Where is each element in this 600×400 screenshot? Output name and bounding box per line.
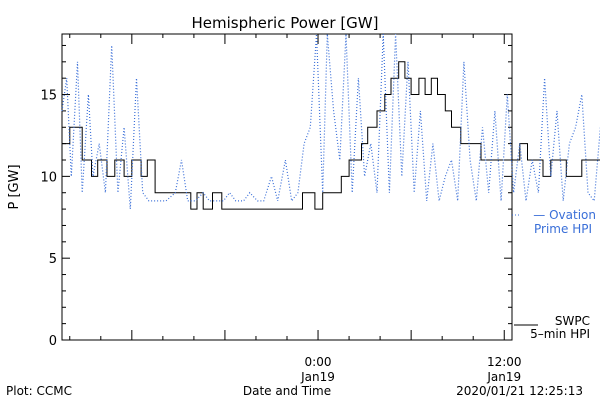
y-tick-label: 5 — [49, 252, 57, 267]
x-axis: 0:00Jan1912:00Jan190:00Jan2012:00Jan200:… — [69, 34, 522, 384]
y-axis-label: P [GW] — [7, 164, 22, 209]
legend: — Ovation Prime HPI SWPC 5–min HPI — [514, 208, 596, 341]
x-tick-label: 0:00 — [305, 355, 332, 369]
x-tick-label: 12:00 — [487, 355, 522, 369]
legend-ovation-line1: — Ovation — [533, 208, 596, 222]
x-axis-label: Date and Time — [243, 384, 331, 398]
series-group — [61, 33, 600, 210]
y-tick-label: 10 — [40, 170, 57, 185]
y-tick-label: 0 — [49, 334, 57, 349]
y-tick-label: 15 — [40, 89, 57, 104]
y-axis: 0 5 10 15 — [40, 44, 512, 349]
swpc-series-line — [62, 61, 600, 210]
plot-area: 0 5 10 15 0:00Jan1912:00Jan190:00Jan2012:00… — [40, 33, 600, 384]
ovation-prime-series-line — [61, 33, 600, 210]
footer-timestamp: 2020/01/21 12:25:13 — [456, 384, 583, 398]
legend-swpc-line2: 5–min HPI — [530, 327, 590, 341]
legend-ovation-line2: Prime HPI — [534, 222, 592, 236]
x-tick-sublabel: Jan19 — [486, 370, 521, 384]
x-tick-sublabel: Jan19 — [300, 370, 335, 384]
chart-title: Hemispheric Power [GW] — [192, 14, 379, 32]
legend-swpc-line1: SWPC — [555, 314, 590, 328]
plot-frame — [61, 33, 513, 341]
footer-plot-credit: Plot: CCMC — [6, 384, 72, 398]
